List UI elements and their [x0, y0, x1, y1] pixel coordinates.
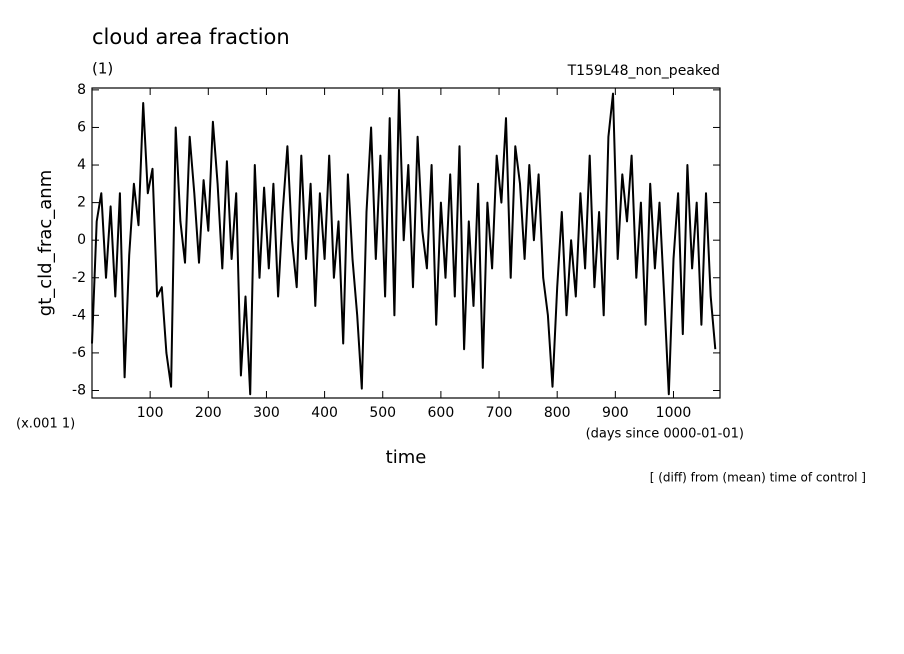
plot-frame — [91, 87, 721, 399]
run-label: T159L48_non_peaked — [567, 63, 720, 79]
y-tick-label: -2 — [72, 270, 86, 286]
y-tick-label: -4 — [72, 307, 86, 323]
y-axis-label: gt_cld_frac_anm — [35, 170, 56, 316]
x-tick-label: 800 — [544, 405, 571, 421]
y-tick-label: -8 — [72, 382, 86, 398]
x-unit: (days since 0000-01-01) — [586, 427, 744, 442]
x-tick-label: 700 — [486, 405, 513, 421]
x-tick-label: 1000 — [656, 405, 692, 421]
y-unit: (x.001 1) — [16, 417, 75, 432]
x-tick-label: 600 — [428, 405, 455, 421]
x-tick-label: 900 — [602, 405, 629, 421]
chart-title: cloud area fraction — [92, 25, 290, 49]
subtitle: (1) — [92, 60, 113, 78]
data-line — [91, 88, 717, 396]
x-tick-label: 200 — [195, 405, 222, 421]
x-tick-label: 500 — [369, 405, 396, 421]
y-tick-label: 0 — [77, 232, 86, 248]
y-tick-label: -6 — [72, 345, 86, 361]
y-tick-label: 8 — [77, 82, 86, 98]
footnote: [ (diff) from (mean) time of control ] — [650, 471, 866, 485]
x-tick-label: 300 — [253, 405, 280, 421]
y-tick-label: 2 — [77, 195, 86, 211]
x-axis-label: time — [386, 447, 427, 468]
x-tick-label: 400 — [311, 405, 338, 421]
x-tick-label: 100 — [137, 405, 164, 421]
y-tick-label: 4 — [77, 157, 86, 173]
y-tick-label: 6 — [77, 119, 86, 135]
